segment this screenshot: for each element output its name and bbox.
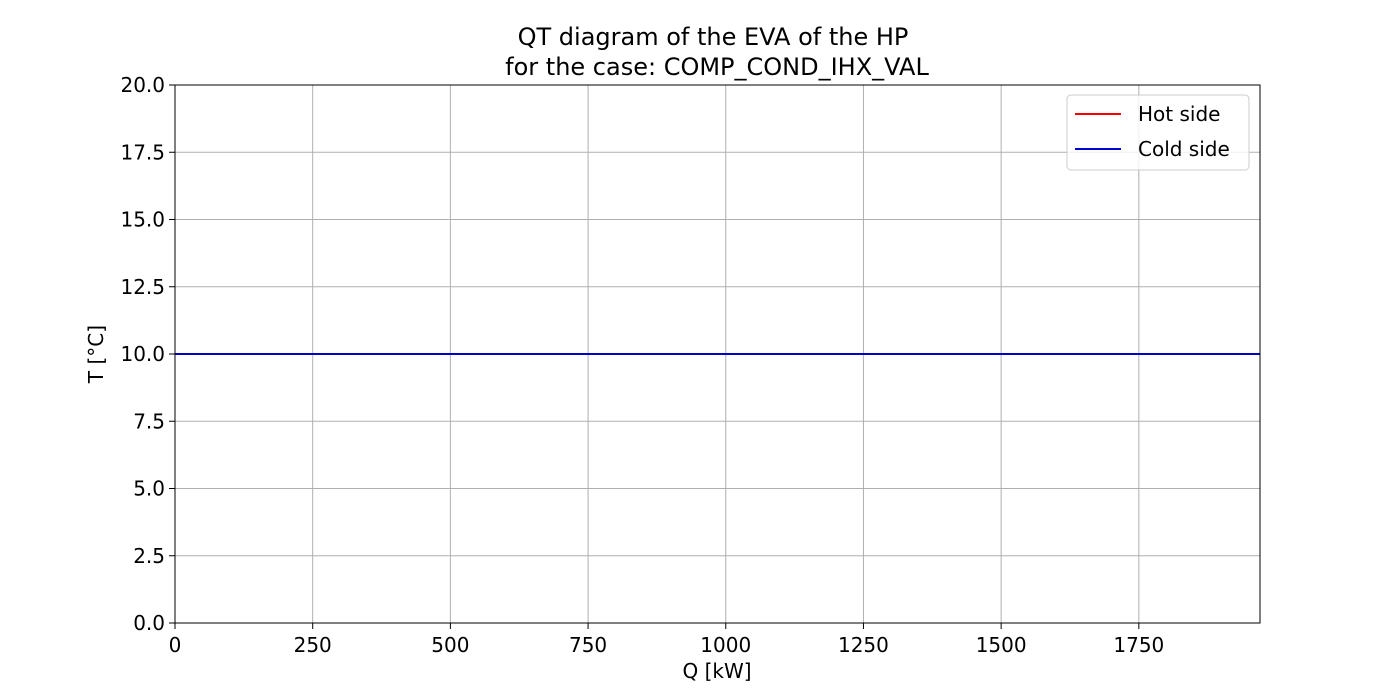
x-tick-label: 750 [569,633,607,657]
y-tick-label: 0.0 [133,611,165,635]
legend: Hot side Cold side [1066,94,1250,171]
legend-label: Hot side [1138,102,1220,126]
x-tick-label: 250 [294,633,332,657]
x-tick-label: 1500 [976,633,1027,657]
x-tick-label: 0 [169,633,182,657]
y-tick-label: 5.0 [133,477,165,501]
y-tick-label: 17.5 [120,140,165,164]
y-axis-label: T [°C] [84,325,108,384]
x-tick-label: 1250 [838,633,889,657]
chart-title-line2: for the case: COMP_COND_IHX_VAL [505,53,929,81]
x-tick-label: 500 [431,633,469,657]
y-tick-label: 15.0 [120,208,165,232]
x-axis-label: Q [kW] [682,659,751,683]
legend-label: Cold side [1138,137,1230,161]
y-tick-label: 7.5 [133,409,165,433]
y-tick-label: 12.5 [120,275,165,299]
x-tick-label: 1000 [700,633,751,657]
y-tick-label: 20.0 [120,73,165,97]
y-tick-label: 2.5 [133,544,165,568]
axis-ticks: 0 250 500 750 1000 1250 1500 1750 0.0 2.5 5.0 7.5 10… [120,73,1164,657]
chart-title-line1: QT diagram of the EVA of the HP [518,23,909,51]
y-tick-label: 10.0 [120,342,165,366]
x-tick-label: 1750 [1113,633,1164,657]
